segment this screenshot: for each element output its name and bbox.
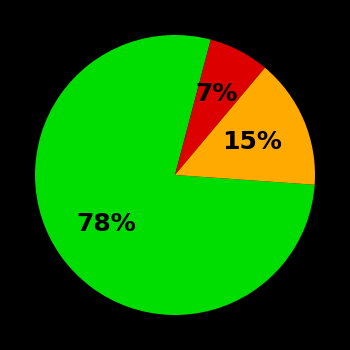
Text: 7%: 7% xyxy=(196,82,238,106)
Wedge shape xyxy=(175,68,315,185)
Text: 78%: 78% xyxy=(77,212,136,236)
Text: 15%: 15% xyxy=(222,130,282,154)
Wedge shape xyxy=(175,40,265,175)
Wedge shape xyxy=(35,35,315,315)
